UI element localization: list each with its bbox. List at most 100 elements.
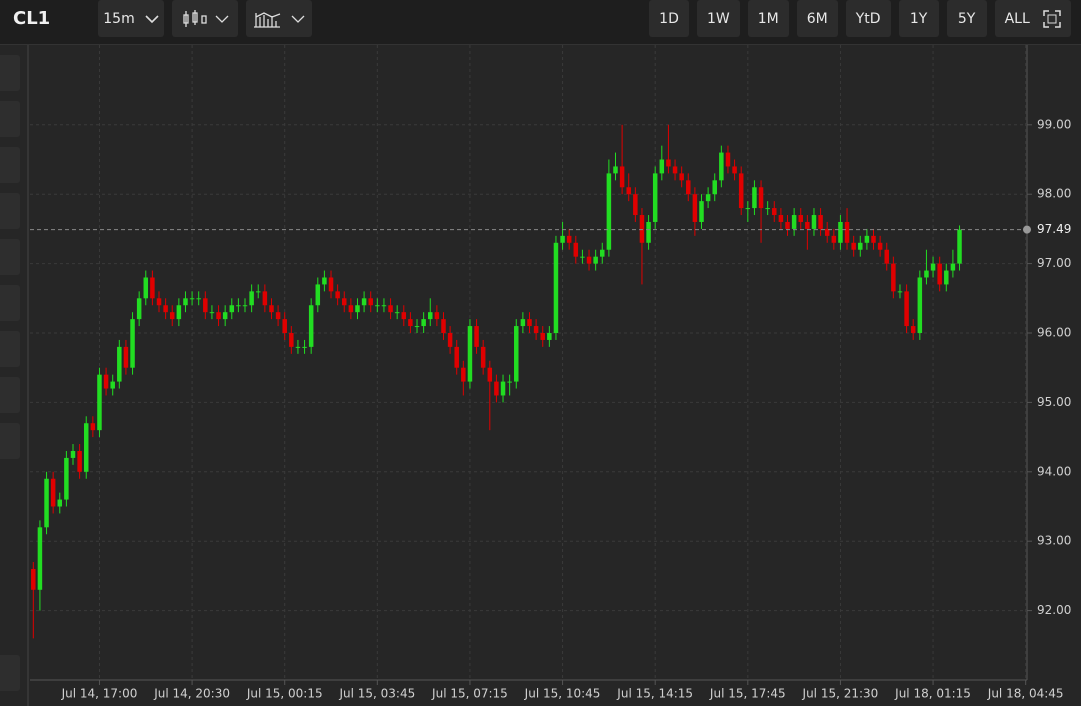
measure-tool[interactable] <box>0 423 20 459</box>
range-button[interactable]: 5Y <box>946 0 987 37</box>
candle-body <box>394 312 400 314</box>
candle-body <box>302 346 307 348</box>
candle-body <box>937 263 942 285</box>
candle-body <box>163 305 168 313</box>
candle-body <box>50 478 56 507</box>
candle-body <box>414 326 420 328</box>
candle-body <box>798 215 803 222</box>
candle-body <box>196 298 201 300</box>
candle-body <box>401 312 407 320</box>
y-tick-label: 97.00 <box>1037 256 1071 270</box>
candle-body <box>652 173 658 222</box>
y-tick-label: 93.00 <box>1037 534 1071 548</box>
horizontal-line-tool[interactable] <box>0 147 20 183</box>
x-tick-label: Jul 15, 03:45 <box>338 687 415 701</box>
candle-body <box>646 221 651 243</box>
candle-body <box>150 277 155 299</box>
candle-body <box>580 256 585 258</box>
candle-body <box>606 173 612 250</box>
candle-body <box>461 367 466 382</box>
candle-body <box>255 291 261 293</box>
candle-body <box>467 326 473 382</box>
candle-body <box>103 374 109 389</box>
fib-retracement-tool[interactable] <box>0 331 20 367</box>
fullscreen-icon <box>1043 9 1061 28</box>
candle-body <box>831 235 837 243</box>
candle-body <box>454 346 459 368</box>
candle-body <box>156 298 162 306</box>
y-tick-label: 98.00 <box>1037 187 1071 201</box>
candle-body <box>811 215 817 229</box>
eraser-tool[interactable] <box>0 655 20 691</box>
candle-body <box>117 346 122 382</box>
y-tick-label: 92.00 <box>1037 603 1071 617</box>
candle-body <box>520 319 526 327</box>
candle-body <box>500 381 506 396</box>
range-buttons: 1D 1W 1M 6M YtD 1Y 5Y ALL <box>649 0 1040 37</box>
candle-body <box>64 457 69 500</box>
candle-body <box>791 215 797 229</box>
candle-body <box>388 305 393 313</box>
range-button[interactable]: 1D <box>649 0 689 37</box>
candle-body <box>136 298 142 320</box>
range-button[interactable]: 1M <box>747 0 789 37</box>
y-tick-label: 99.00 <box>1037 117 1071 131</box>
candle-body <box>348 305 354 313</box>
candle-body <box>514 326 519 382</box>
candle-body <box>249 291 254 306</box>
x-tick-label: Jul 15, 07:15 <box>431 687 508 701</box>
toolbar: CL1 15m 1D 1W 1M 6M YtD 1Y 5Y ALL <box>0 0 1081 45</box>
fib-fan-tool[interactable] <box>0 377 20 413</box>
fullscreen-button[interactable] <box>1033 0 1071 37</box>
candle-body <box>765 208 770 210</box>
candle-body <box>566 235 572 243</box>
candle-body <box>752 187 757 209</box>
x-tick-label: Jul 18, 04:45 <box>987 687 1064 701</box>
candle-body <box>209 312 215 314</box>
candle-body <box>824 228 830 236</box>
indicators-dropdown[interactable] <box>246 0 312 37</box>
candle-body <box>203 298 208 313</box>
candle-body <box>745 208 751 210</box>
candle-body <box>877 242 883 250</box>
candle-body <box>44 478 49 528</box>
candle-body <box>368 298 373 306</box>
range-button[interactable]: ALL <box>994 0 1040 37</box>
x-tick-label: Jul 15, 17:45 <box>709 687 786 701</box>
candle-body <box>447 333 453 347</box>
range-button[interactable]: 1W <box>697 0 740 37</box>
chevron <box>145 14 159 23</box>
candle-body <box>805 221 810 229</box>
chart-type-dropdown[interactable] <box>172 0 238 37</box>
channel-tool[interactable] <box>0 193 20 229</box>
trendline-tool[interactable] <box>0 55 20 91</box>
fib-arc-tool[interactable] <box>0 285 20 321</box>
pitchfork-tool[interactable] <box>0 239 20 275</box>
candle-body <box>176 305 182 320</box>
candle-body <box>222 312 228 320</box>
range-button[interactable]: 6M <box>796 0 838 37</box>
symbol[interactable]: CL1 <box>13 8 51 29</box>
candle-body <box>772 208 777 216</box>
range-button[interactable]: YtD <box>845 0 891 37</box>
candle-body <box>355 305 360 313</box>
candle-body <box>70 450 76 458</box>
candle-body <box>944 270 949 285</box>
candle-body <box>950 263 956 271</box>
candle-body <box>851 242 856 250</box>
range-button[interactable]: 1Y <box>898 0 939 37</box>
candle-body <box>560 235 565 243</box>
candle-body <box>308 305 314 347</box>
interval-dropdown[interactable]: 15m <box>98 0 164 37</box>
candle-body <box>910 326 916 334</box>
candle-body <box>295 346 301 348</box>
candle-body <box>328 277 334 292</box>
candle-body <box>838 221 843 243</box>
candle-body <box>553 242 559 334</box>
y-tick-label: 95.00 <box>1037 395 1071 409</box>
candle-body <box>917 277 923 334</box>
candle-body <box>858 242 863 250</box>
candle-body <box>844 221 850 243</box>
ray-tool[interactable] <box>0 101 20 137</box>
